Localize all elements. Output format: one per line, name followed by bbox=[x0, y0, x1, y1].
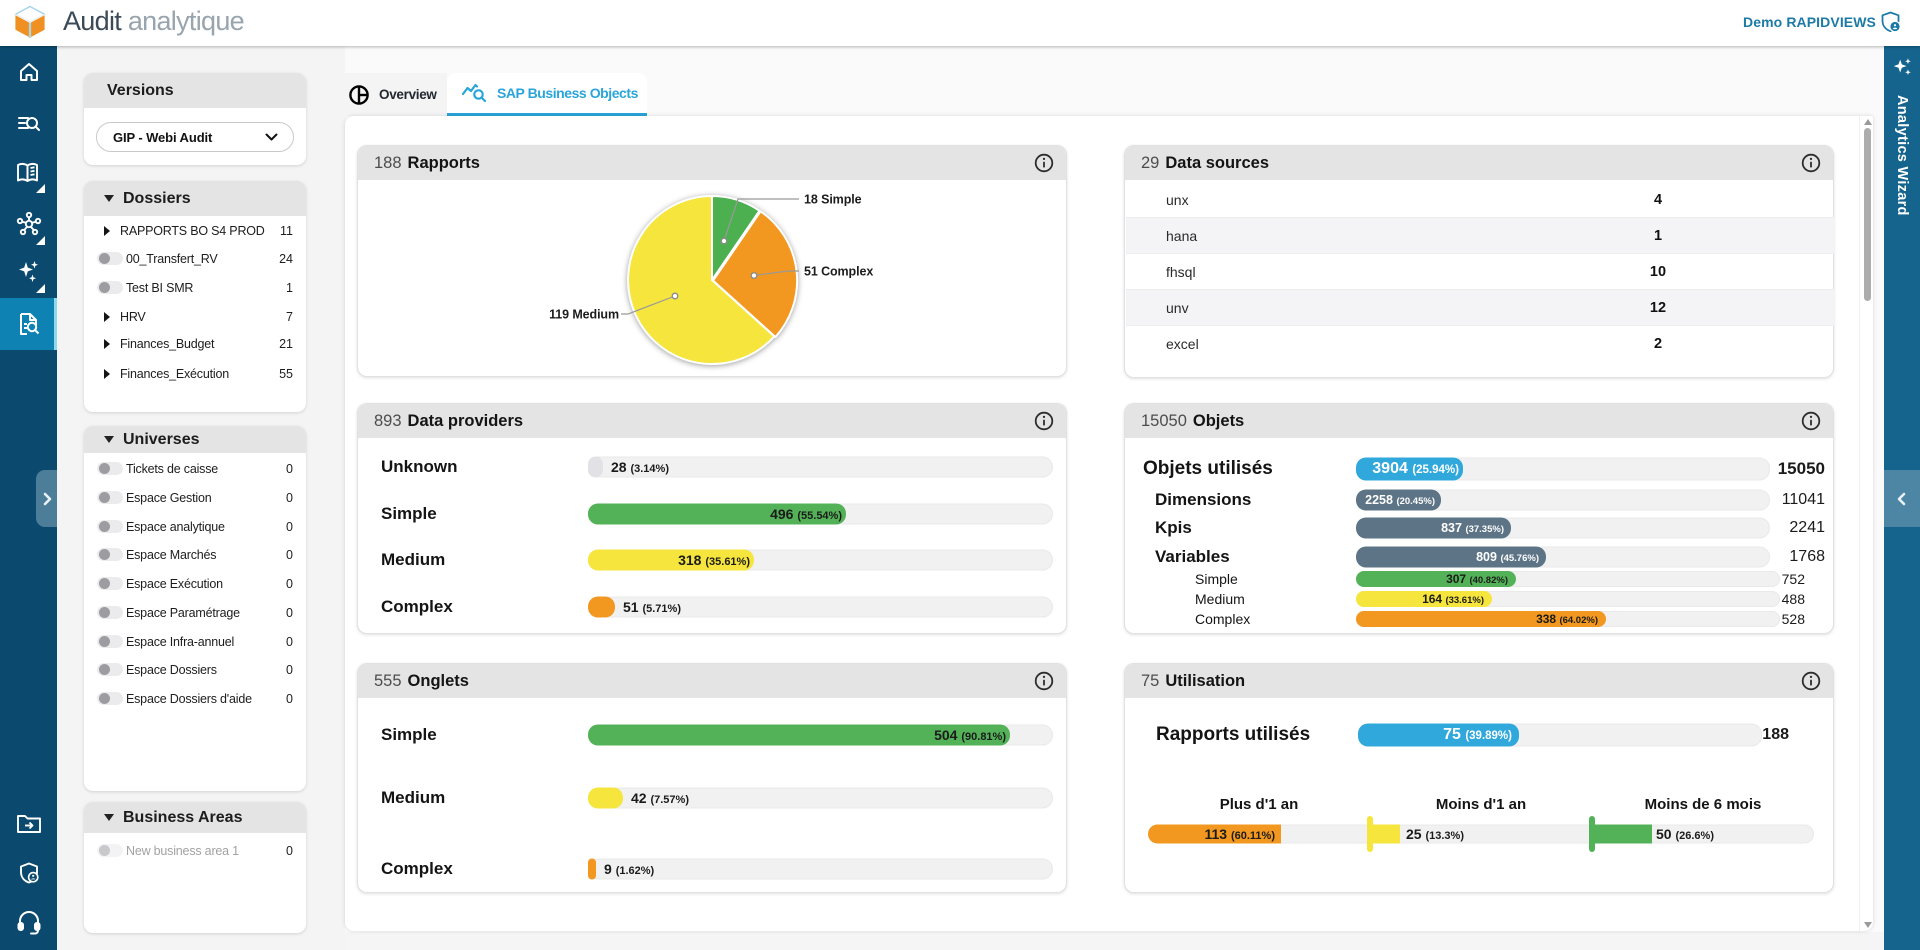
svg-text:18 Simple: 18 Simple bbox=[804, 193, 862, 207]
svg-text:51 Complex: 51 Complex bbox=[804, 265, 873, 279]
svg-text:119 Medium: 119 Medium bbox=[549, 307, 619, 321]
